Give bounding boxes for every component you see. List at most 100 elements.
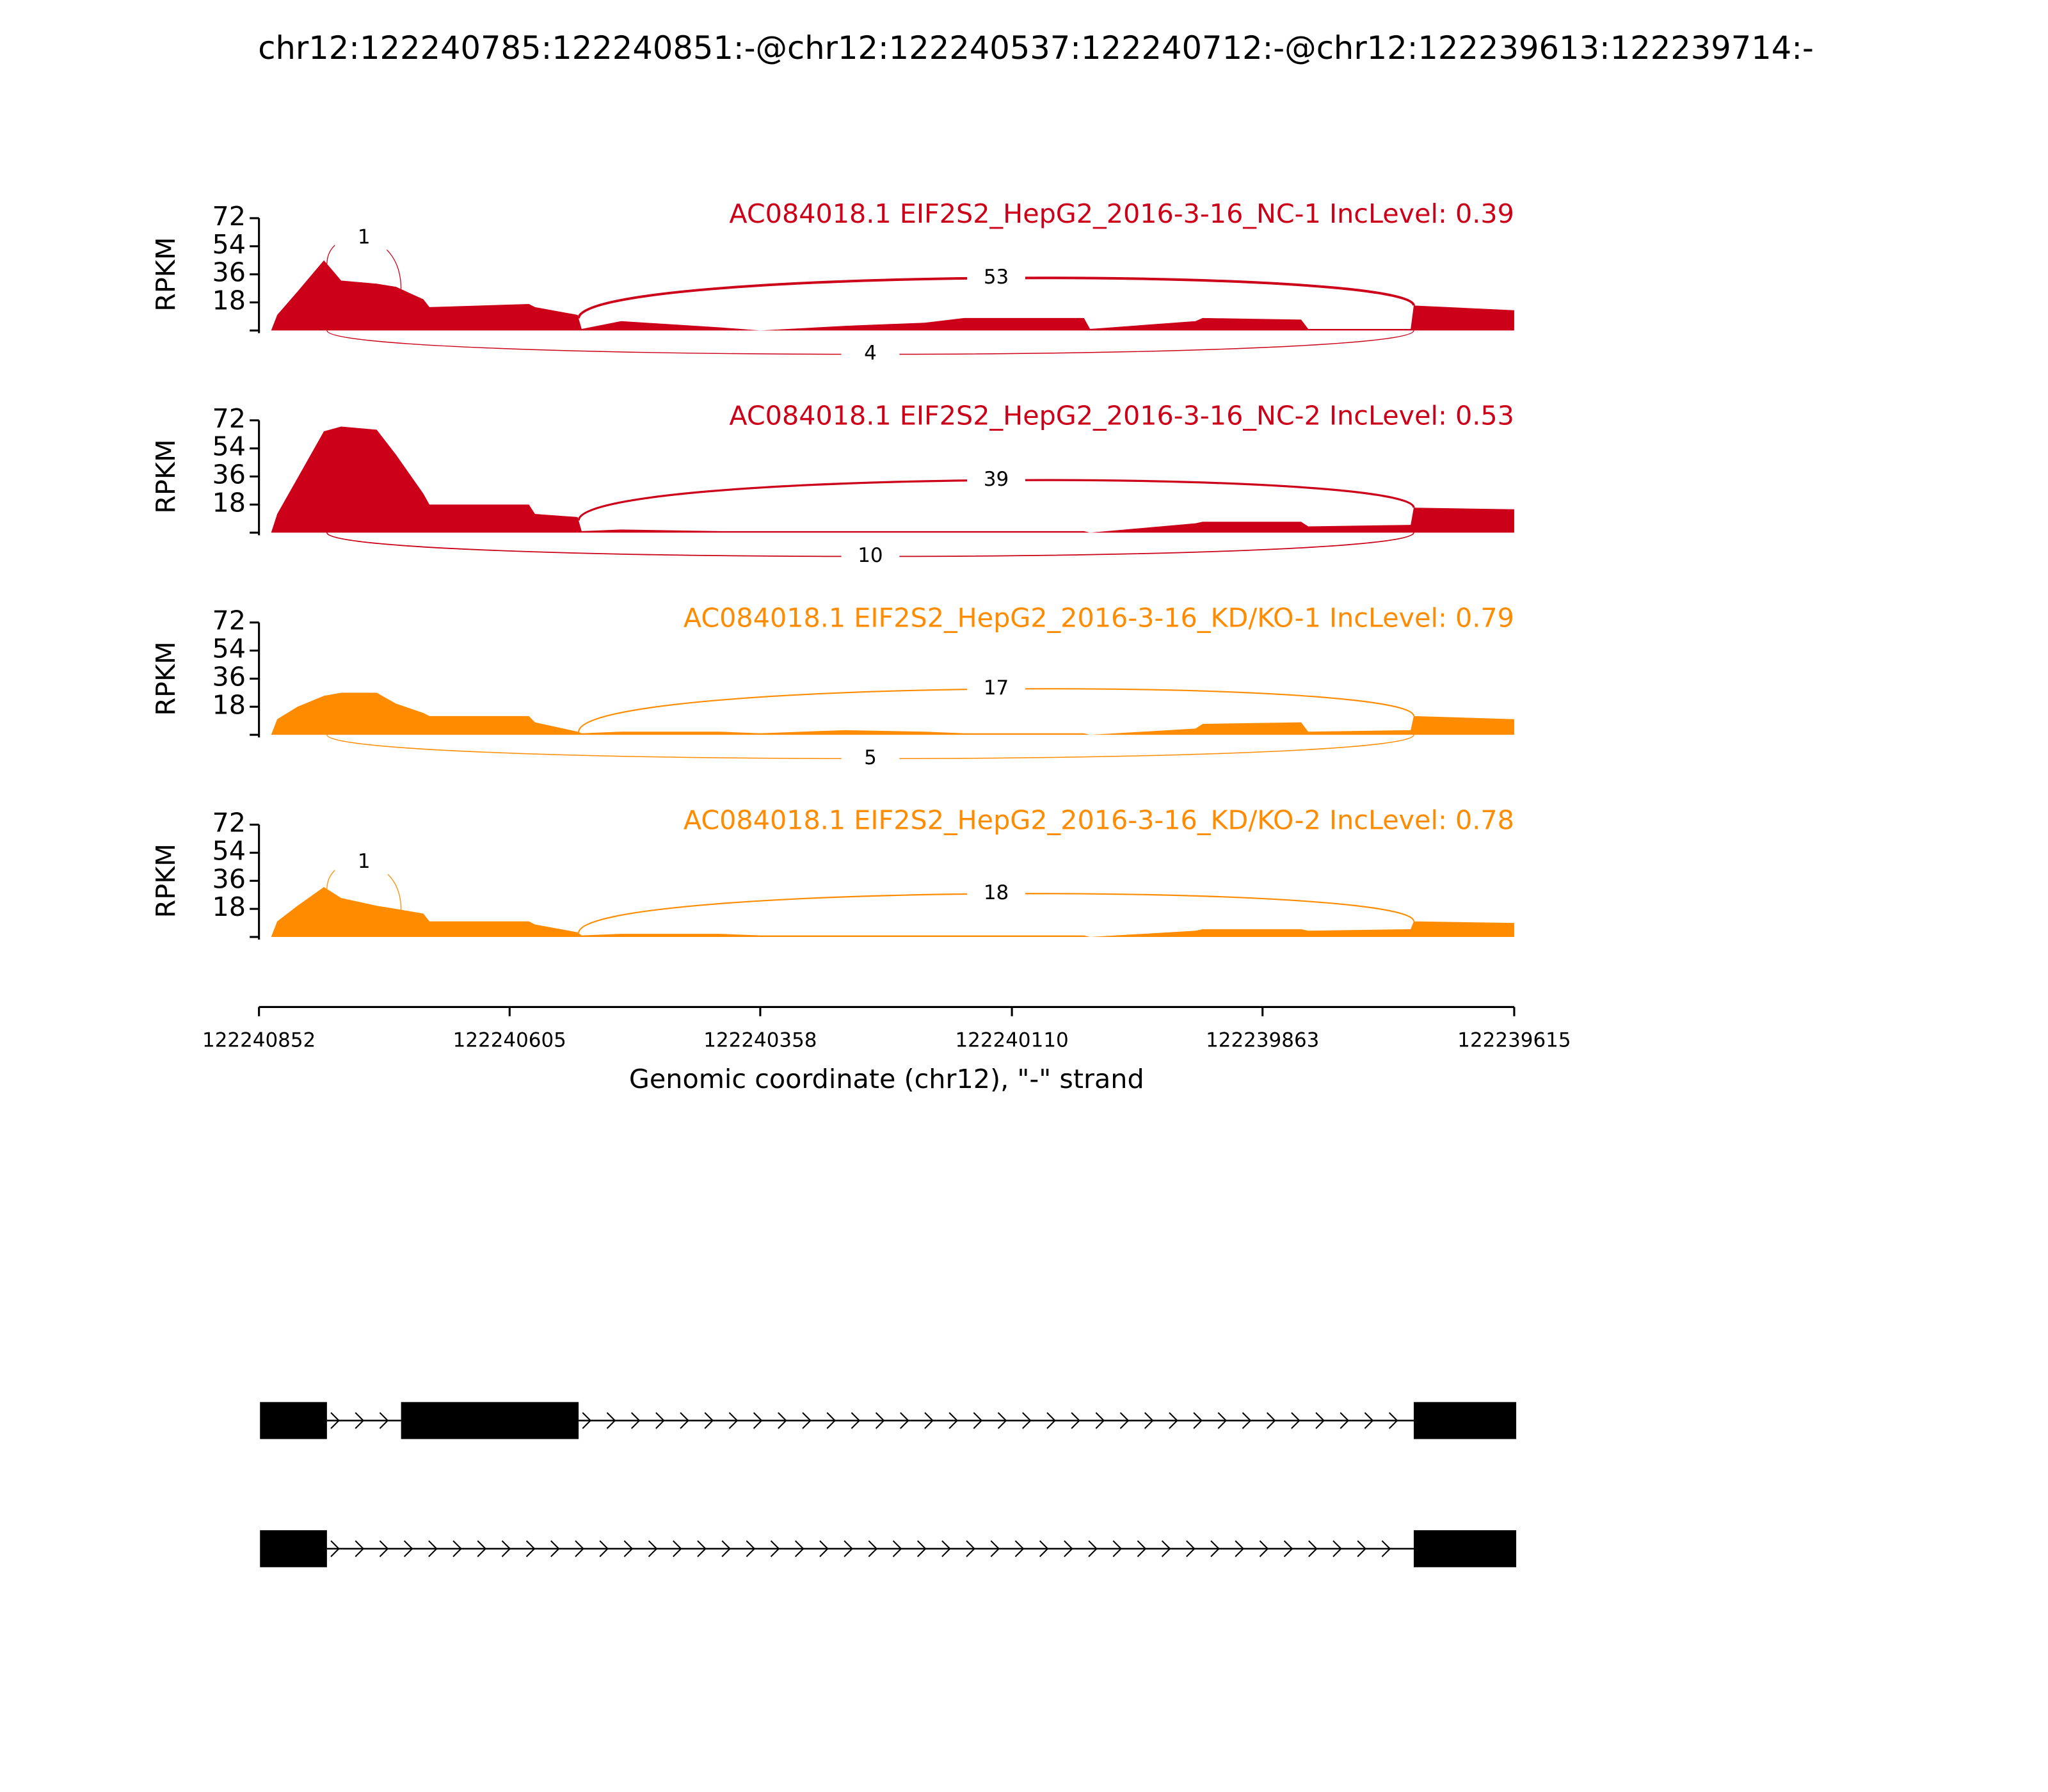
- y-tick-label: 72: [212, 605, 246, 636]
- strand-chevron: [802, 1412, 812, 1429]
- y-tick-label: 54: [212, 431, 246, 462]
- strand-chevron: [1169, 1412, 1178, 1429]
- junction-label: 17: [984, 676, 1009, 700]
- y-tick-label: 18: [212, 487, 246, 518]
- coverage-area: [271, 426, 1514, 533]
- x-tick-label: 122239615: [1457, 1029, 1571, 1052]
- strand-chevron: [1308, 1540, 1318, 1557]
- strand-chevron: [1161, 1540, 1171, 1557]
- strand-chevron: [1388, 1412, 1398, 1429]
- strand-chevron: [680, 1412, 689, 1429]
- panel-title: AC084018.1 EIF2S2_HepG2_2016-3-16_NC-2 I…: [729, 401, 1514, 431]
- strand-chevron: [379, 1412, 389, 1429]
- strand-chevron: [1119, 1412, 1130, 1429]
- strand-chevron: [753, 1412, 763, 1429]
- strand-chevron: [1210, 1540, 1220, 1557]
- strand-chevron: [1112, 1540, 1123, 1557]
- y-tick-label: 36: [212, 257, 246, 288]
- junction-label-box: [335, 851, 394, 875]
- strand-chevron: [1186, 1540, 1196, 1557]
- strand-chevron: [916, 1540, 927, 1557]
- strand-chevron: [355, 1540, 365, 1557]
- y-axis-label: RPKM: [150, 844, 181, 918]
- junction-label-box: [967, 881, 1025, 906]
- x-tick-label: 122240605: [453, 1029, 566, 1052]
- strand-chevron: [550, 1540, 560, 1557]
- strand-chevron: [778, 1412, 787, 1429]
- y-tick-label: 36: [212, 661, 246, 692]
- strand-chevron: [1071, 1412, 1080, 1429]
- x-tick-label: 122239863: [1206, 1029, 1319, 1052]
- strand-chevron: [403, 1540, 413, 1557]
- strand-chevron: [900, 1412, 909, 1429]
- strand-chevron: [525, 1540, 536, 1557]
- junction-label-box: [841, 544, 900, 568]
- strand-chevron: [623, 1540, 634, 1557]
- strand-chevron: [606, 1412, 616, 1429]
- strand-chevron: [892, 1540, 902, 1557]
- strand-chevron: [355, 1412, 365, 1429]
- plot-title: chr12:122240785:122240851:-@chr12:122240…: [258, 29, 1814, 67]
- strand-chevron: [819, 1540, 829, 1557]
- strand-chevron: [1014, 1540, 1025, 1557]
- strand-chevron: [582, 1412, 592, 1429]
- strand-chevron: [770, 1540, 780, 1557]
- strand-chevron: [1137, 1540, 1147, 1557]
- coverage-area: [271, 692, 1514, 735]
- strand-chevron: [1357, 1540, 1367, 1557]
- junction-label: 39: [984, 468, 1009, 491]
- strand-chevron: [1144, 1412, 1154, 1429]
- strand-chevron: [1242, 1412, 1252, 1429]
- y-axis-label: RPKM: [150, 641, 181, 716]
- y-tick-label: 54: [212, 835, 246, 866]
- strand-chevron: [1332, 1540, 1342, 1557]
- strand-chevron: [844, 1540, 853, 1557]
- strand-chevron: [1064, 1540, 1073, 1557]
- strand-chevron: [1340, 1412, 1350, 1429]
- strand-chevron: [1088, 1540, 1098, 1557]
- strand-chevron: [990, 1540, 1000, 1557]
- y-axis-label: RPKM: [150, 439, 181, 513]
- junction-label: 4: [864, 342, 877, 365]
- strand-chevron: [501, 1540, 511, 1557]
- strand-chevron: [599, 1540, 609, 1557]
- exon: [1413, 1530, 1517, 1567]
- strand-chevron: [1046, 1412, 1056, 1429]
- y-tick-label: 18: [212, 689, 246, 720]
- strand-chevron: [330, 1412, 340, 1429]
- y-tick-label: 36: [212, 863, 246, 894]
- strand-chevron: [697, 1540, 707, 1557]
- junction-label: 53: [984, 266, 1009, 289]
- strand-chevron: [379, 1540, 389, 1557]
- strand-chevron: [924, 1412, 934, 1429]
- exon: [260, 1402, 327, 1439]
- strand-chevron: [1291, 1412, 1300, 1429]
- strand-chevron: [428, 1540, 438, 1557]
- strand-chevron: [1039, 1540, 1049, 1557]
- strand-chevron: [648, 1540, 658, 1557]
- strand-chevron: [868, 1540, 878, 1557]
- strand-chevron: [795, 1540, 804, 1557]
- strand-chevron: [851, 1412, 861, 1429]
- strand-chevron: [721, 1540, 732, 1557]
- strand-chevron: [948, 1412, 959, 1429]
- junction-label-box: [335, 226, 394, 250]
- strand-chevron: [452, 1540, 462, 1557]
- y-tick-label: 54: [212, 634, 246, 664]
- strand-chevron: [875, 1412, 885, 1429]
- strand-chevron: [1259, 1540, 1269, 1557]
- strand-chevron: [746, 1540, 756, 1557]
- coverage-area: [271, 887, 1514, 937]
- strand-chevron: [1235, 1540, 1245, 1557]
- coverage-area: [271, 260, 1514, 331]
- junction-label: 1: [358, 225, 371, 248]
- strand-chevron: [575, 1540, 584, 1557]
- y-tick-label: 36: [212, 460, 246, 490]
- strand-chevron: [630, 1412, 641, 1429]
- strand-chevron: [330, 1540, 340, 1557]
- junction-label-box: [841, 746, 900, 771]
- exon: [401, 1402, 579, 1439]
- strand-chevron: [997, 1412, 1007, 1429]
